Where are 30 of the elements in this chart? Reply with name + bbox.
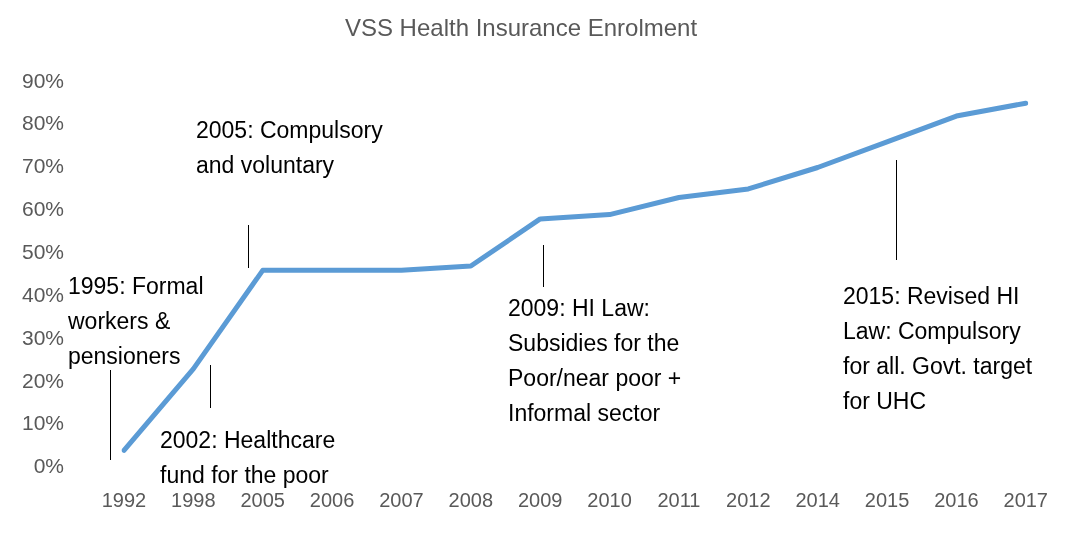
y-tick-label: 40% [21,282,64,306]
x-tick-label: 2005 [240,488,285,511]
y-tick-label: 90% [21,68,64,92]
x-tick-label: 2012 [726,488,771,511]
annotation: 2002: Healthcare fund for the poor [160,426,336,488]
x-tick-label: 2016 [934,488,979,511]
annotation: 1995: Formal workers & pensioners [67,272,204,369]
x-tick-label: 2007 [379,488,424,511]
y-tick-label: 10% [21,411,64,435]
x-tick-label: 2009 [517,488,563,511]
x-tick-label: 2010 [587,488,632,511]
annotation: 2015: Revised HI Law: Compulsory for all. Govt. target for UHC [843,282,1033,414]
y-tick-label: 80% [21,111,64,135]
x-tick-label: 2015 [864,488,910,511]
y-tick-label: 30% [21,325,64,349]
y-tick-label: 20% [21,368,64,392]
y-tick-label: 0% [33,454,64,478]
x-tick-label: 2011 [657,488,701,511]
x-tick-label: 2014 [795,488,840,511]
y-tick-label: 50% [21,239,64,263]
x-tick-label: 2006 [309,488,355,511]
annotation: 2009: HI Law: Subsidies for the Poor/near poor + Informal sector [508,294,682,426]
chart-title: VSS Health Insurance Enrolment [344,14,698,42]
annotation: 2005: Compulsory and voluntary [196,116,384,178]
y-tick-label: 70% [21,154,64,178]
x-tick-label: 2017 [1003,488,1048,511]
y-tick-label: 60% [21,197,64,221]
x-tick-label: 1998 [171,488,216,511]
x-tick-label: 2008 [448,488,494,511]
x-tick-label: 1992 [101,488,147,511]
